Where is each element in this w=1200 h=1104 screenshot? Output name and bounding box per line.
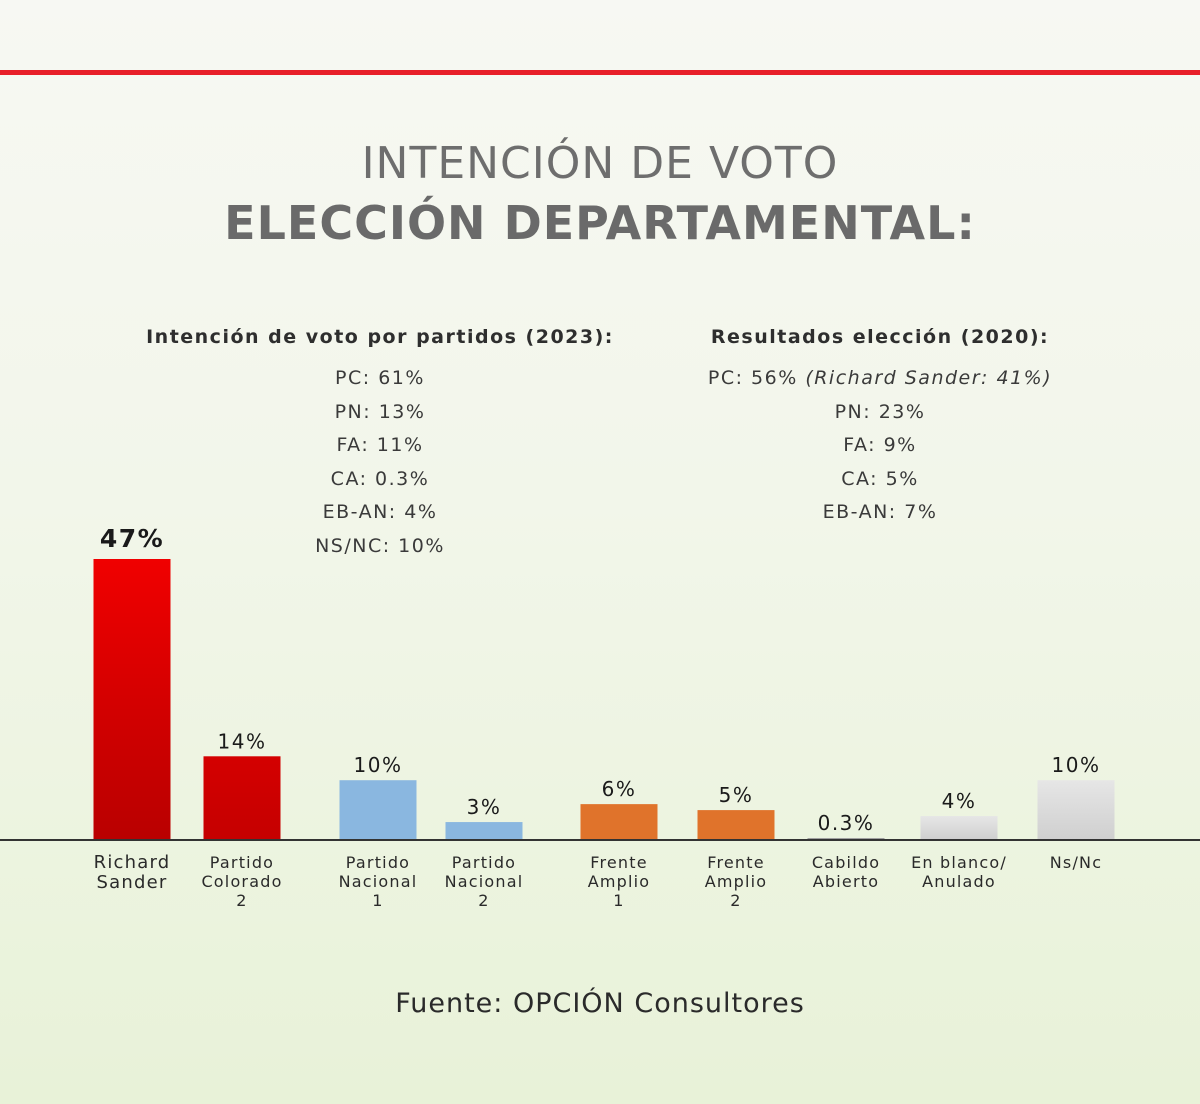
data-label: 4% (942, 789, 977, 813)
panel-2020-line: CA: 5% (841, 467, 919, 490)
bar (580, 804, 658, 840)
data-label: 5% (719, 783, 754, 807)
panel-2023-line: PN: 13% (334, 400, 426, 423)
data-label: 3% (467, 795, 502, 819)
bar (920, 816, 998, 840)
category-label: 1 (372, 891, 383, 910)
category-label: En blanco/ (911, 853, 1007, 872)
panel-2023-line: EB-AN: 4% (322, 501, 438, 523)
category-label: Frente (590, 853, 648, 872)
category-label: Cabildo (812, 853, 880, 872)
category-label: Frente (707, 853, 765, 872)
panel-2023-heading: Intención de voto por partidos (2023): (146, 326, 614, 348)
category-label: Anulado (922, 872, 996, 891)
panel-2023-line: FA: 11% (336, 434, 424, 456)
panel-2020-line-text: PC: 56% (707, 367, 798, 389)
panel-2020-line: PN: 23% (834, 400, 926, 423)
data-label: 6% (602, 777, 637, 801)
data-label: 47% (100, 524, 164, 553)
data-label: 10% (354, 753, 403, 777)
category-label: 2 (236, 891, 247, 910)
category-label: Richard (94, 852, 171, 873)
title-line-2: ELECCIÓN DEPARTAMENTAL: (224, 196, 976, 250)
panel-2023-line: NS/NC: 10% (315, 534, 445, 557)
category-label: Ns/Nc (1050, 853, 1102, 872)
panel-2020-heading: Resultados elección (2020): (710, 326, 1050, 348)
data-label: 0.3% (818, 811, 875, 835)
panel-2020-note: (Richard Sander: 41%) (805, 367, 1053, 389)
bar (445, 822, 523, 840)
category-label: 1 (613, 891, 624, 910)
panel-2023-line: PC: 61% (335, 367, 425, 389)
category-label: Partido (346, 853, 410, 872)
panel-2023: Intención de voto por partidos (2023): P… (130, 326, 630, 563)
panel-2023-line: CA: 0.3% (330, 467, 430, 490)
category-label: Partido (210, 853, 274, 872)
bar (339, 780, 417, 840)
panel-2020-line: PC: 56% (Richard Sander: 41%) (640, 362, 1120, 396)
bar (1037, 780, 1115, 840)
category-label: Nacional (339, 872, 418, 891)
top-accent-line (0, 70, 1200, 75)
panel-2020-line: FA: 9% (843, 434, 917, 456)
source-note: Fuente: OPCIÓN Consultores (395, 988, 805, 1019)
panel-2020-line: EB-AN: 7% (822, 501, 938, 523)
category-label: Colorado (201, 872, 282, 891)
category-label: Nacional (445, 872, 524, 891)
category-label: Abierto (813, 872, 879, 891)
bar (93, 559, 171, 840)
data-label: 14% (218, 729, 267, 753)
data-label: 10% (1052, 753, 1101, 777)
bar (697, 810, 775, 840)
category-label: Amplio (705, 872, 768, 891)
category-label: Sander (97, 872, 168, 893)
panel-2020: Resultados elección (2020): PC: 56% (Ric… (640, 326, 1120, 530)
category-label: 2 (478, 891, 489, 910)
title-line-1: INTENCIÓN DE VOTO (361, 138, 839, 189)
bar (203, 756, 281, 840)
category-label: Partido (452, 853, 516, 872)
category-label: 2 (730, 891, 741, 910)
category-label: Amplio (588, 872, 651, 891)
